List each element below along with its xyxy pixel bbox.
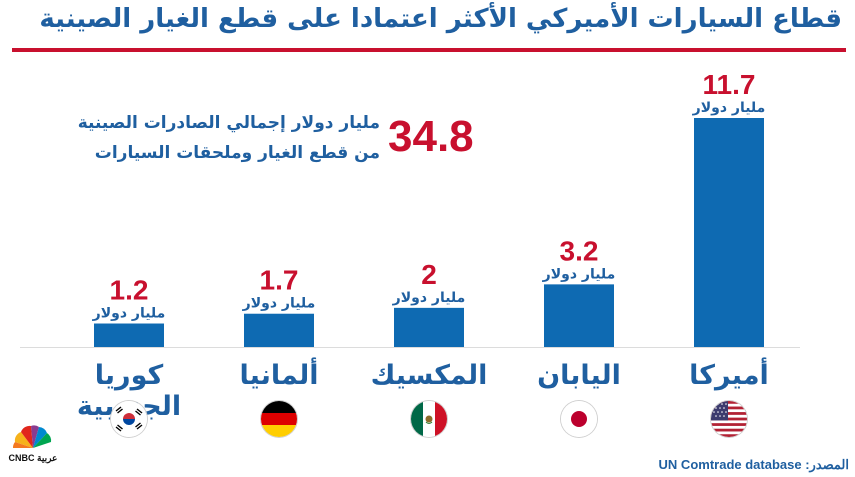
category-label-2: المكسيك bbox=[370, 360, 488, 391]
title-divider bbox=[12, 48, 846, 52]
bar-value-label-1: 1.7 bbox=[260, 265, 299, 296]
bar-1 bbox=[244, 313, 314, 347]
bar-0 bbox=[94, 323, 164, 347]
logo-text: CNBC عربية bbox=[8, 453, 58, 463]
usa-flag-icon bbox=[711, 401, 747, 437]
mexico-flag-icon bbox=[411, 401, 447, 437]
summary-total-value: 34.8 bbox=[388, 112, 474, 161]
bar-value-label-4: 11.7 bbox=[703, 69, 756, 100]
bar-value-label-0: 1.2 bbox=[110, 275, 149, 306]
cnbc-peacock-icon bbox=[12, 425, 52, 448]
bar-unit-label-2: مليار دولار bbox=[392, 290, 466, 306]
bar-unit-label-1: مليار دولار bbox=[242, 296, 316, 312]
bar-unit-label-4: مليار دولار bbox=[692, 100, 766, 116]
bar-unit-label-0: مليار دولار bbox=[92, 306, 166, 322]
source-note: المصدر: UN Comtrade database bbox=[658, 457, 849, 472]
bar-unit-label-3: مليار دولار bbox=[542, 266, 616, 282]
south-korea-flag-icon bbox=[111, 401, 147, 437]
bar-value-label-3: 3.2 bbox=[560, 235, 599, 266]
category-label-0: كوريا الجنوبية bbox=[77, 360, 181, 422]
germany-flag-icon bbox=[261, 401, 297, 437]
summary-text-line-2: من قطع الغيار وملحقات السيارات bbox=[94, 143, 380, 163]
summary-text-line-1: مليار دولار إجمالي الصادرات الصينية bbox=[77, 113, 380, 133]
category-label-1: ألمانيا bbox=[239, 360, 319, 391]
category-label-3: اليابان bbox=[537, 360, 621, 391]
category-label-4: أميركا bbox=[689, 360, 769, 391]
cnbc-arabia-logo: CNBC عربية bbox=[8, 418, 58, 468]
bar-2 bbox=[394, 307, 464, 347]
bar-3 bbox=[544, 284, 614, 347]
bar-4 bbox=[694, 118, 764, 347]
chart-title: قطاع السيارات الأميركي الأكثر اعتمادا عل… bbox=[39, 4, 842, 34]
japan-flag-icon bbox=[561, 401, 597, 437]
bar-value-label-2: 2 bbox=[421, 259, 437, 290]
